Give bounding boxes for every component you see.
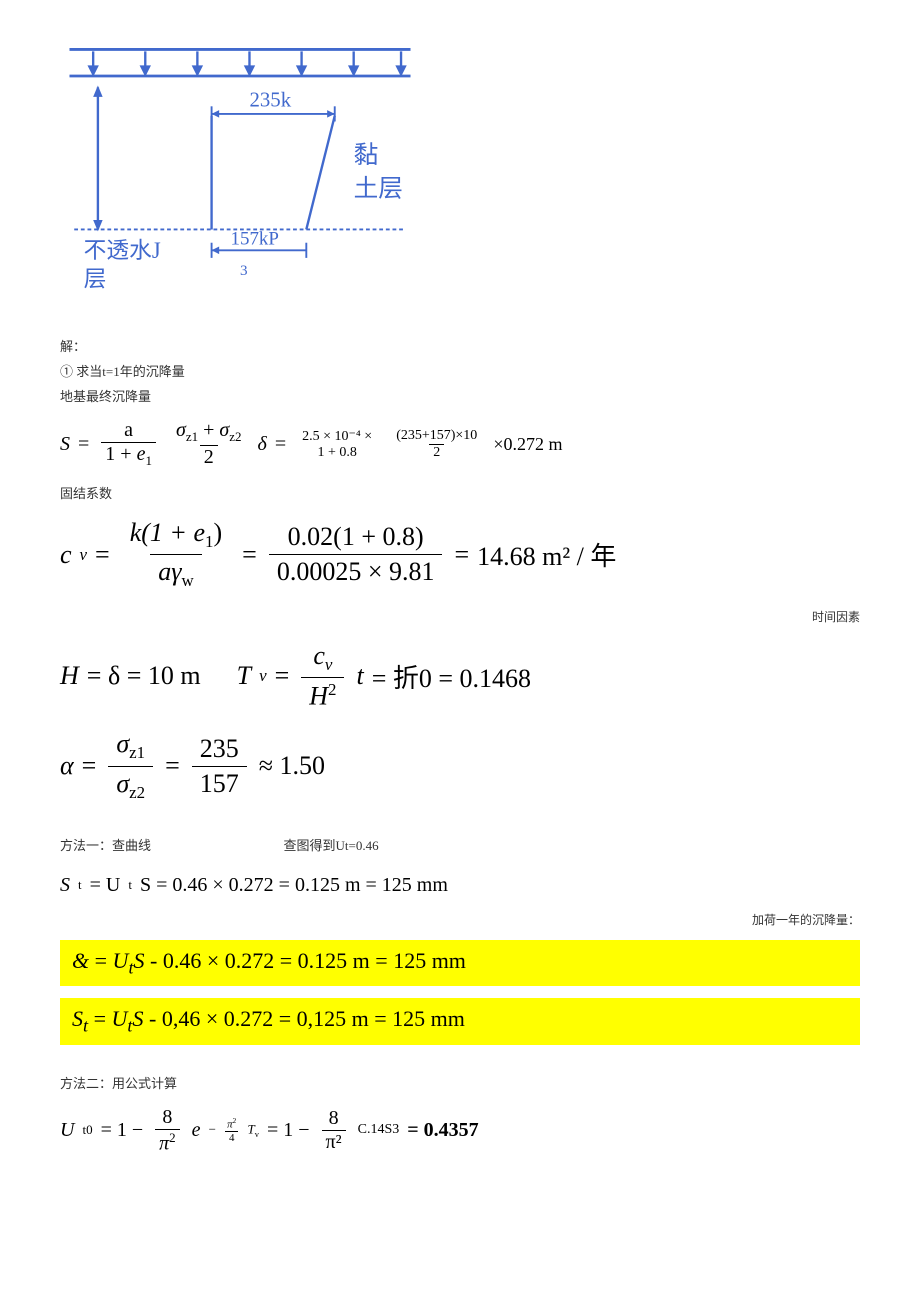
soil-diagram: 235k 157kP 黏 土层 不透水J 层 3 xyxy=(60,40,420,305)
text-one-year: 加荷一年的沉降量： xyxy=(60,911,860,928)
text-method2: 方法二：用公式计算 xyxy=(60,1073,860,1092)
text-consolidation-coef: 固结系数 xyxy=(60,483,860,502)
text-step1: ① 求当t=1年的沉降量 xyxy=(60,361,860,380)
label-235k: 235k xyxy=(249,87,291,111)
label-clay1: 黏 xyxy=(354,141,379,169)
label-impermeable2: 层 xyxy=(84,266,107,291)
equation-settlement: S= a 1 + e1 σz1 + σz2 2 δ= 2.5 × 10⁻⁴ × … xyxy=(60,419,860,469)
equation-cv: cv = k(1 + e1) aγw = 0.02(1 + 0.8) 0.000… xyxy=(60,516,860,593)
equation-ut0: Ut0 = 1 − 8 π2 e − π2 4 Tv = 1 − 8 π² C.… xyxy=(60,1106,860,1156)
text-final-settlement: 地基最终沉降量 xyxy=(60,386,860,405)
text-lookup: 查图得到Ut=0.46 xyxy=(284,838,379,853)
label-157kp: 157kP xyxy=(231,229,279,250)
highlight-2: St = UtS - 0,46 × 0.272 = 0,125 m = 125 … xyxy=(60,998,860,1044)
equation-tv: H = δ = 10 m Tv = cv H2 t = 折0 = 0.1468 xyxy=(60,639,860,714)
text-method1: 方法一：查曲线 xyxy=(60,835,280,854)
highlight-1: & = UtS - 0.46 × 0.272 = 0.125 m = 125 m… xyxy=(60,940,860,986)
label-3: 3 xyxy=(240,262,248,279)
equation-alpha: α= σz1 σz2 = 235 157 ≈ 1.50 xyxy=(60,727,860,804)
text-solution: 解： xyxy=(60,336,860,355)
label-clay2: 土层 xyxy=(354,174,403,202)
equation-st: St = Ut S = 0.46 × 0.272 = 0.125 m = 125… xyxy=(60,874,860,897)
label-impermeable1: 不透水J xyxy=(84,238,161,263)
text-time-factor: 时间因素 xyxy=(60,608,860,625)
